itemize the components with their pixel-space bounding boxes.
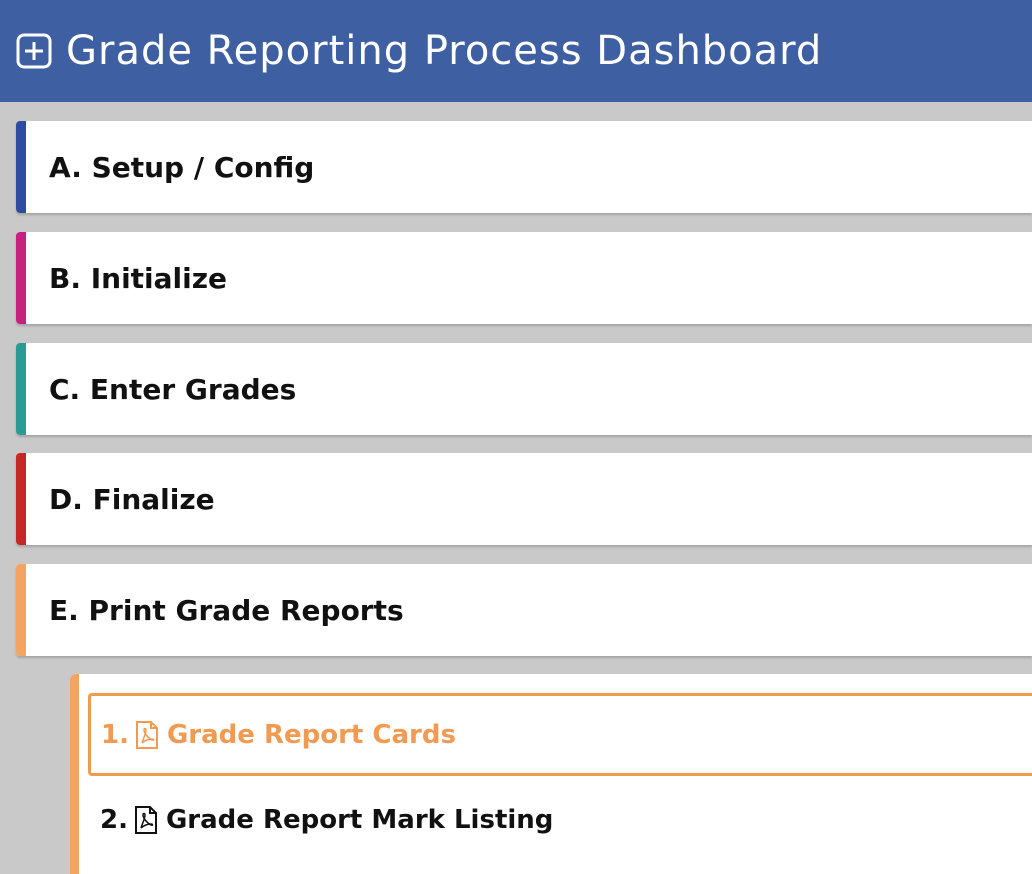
- plus-square-icon[interactable]: [16, 33, 52, 69]
- item-label: Grade Report Mark Listing: [165, 805, 554, 835]
- section-label: C. Enter Grades: [49, 372, 297, 406]
- pdf-icon: [135, 720, 159, 749]
- section-accent: [16, 121, 26, 213]
- print-grade-reports-panel: 1. Grade Report Cards 2. Grade Report Ma…: [70, 674, 1032, 874]
- grade-report-mark-listing-link[interactable]: 2. Grade Report Mark Listing: [100, 800, 553, 840]
- item-number: 2.: [100, 805, 128, 835]
- grade-report-cards-link[interactable]: 1. Grade Report Cards: [88, 693, 1032, 776]
- section-setup-config[interactable]: A. Setup / Config: [16, 121, 1032, 213]
- section-print-grade-reports[interactable]: E. Print Grade Reports: [16, 564, 1032, 656]
- section-initialize[interactable]: B. Initialize: [16, 232, 1032, 324]
- section-enter-grades[interactable]: C. Enter Grades: [16, 343, 1032, 435]
- item-number: 1.: [101, 719, 129, 750]
- section-accent: [16, 232, 26, 324]
- section-label: E. Print Grade Reports: [49, 593, 404, 627]
- dashboard-header: Grade Reporting Process Dashboard: [0, 0, 1032, 102]
- section-accent: [16, 453, 26, 545]
- section-label: B. Initialize: [49, 261, 228, 295]
- section-label: A. Setup / Config: [49, 150, 315, 184]
- section-accent: [16, 343, 26, 435]
- item-label: Grade Report Cards: [166, 719, 456, 750]
- section-label: D. Finalize: [49, 482, 215, 516]
- section-accent: [16, 564, 26, 656]
- pdf-icon: [134, 806, 158, 834]
- page-title: Grade Reporting Process Dashboard: [66, 28, 823, 74]
- panel-accent: [70, 674, 79, 874]
- section-finalize[interactable]: D. Finalize: [16, 453, 1032, 545]
